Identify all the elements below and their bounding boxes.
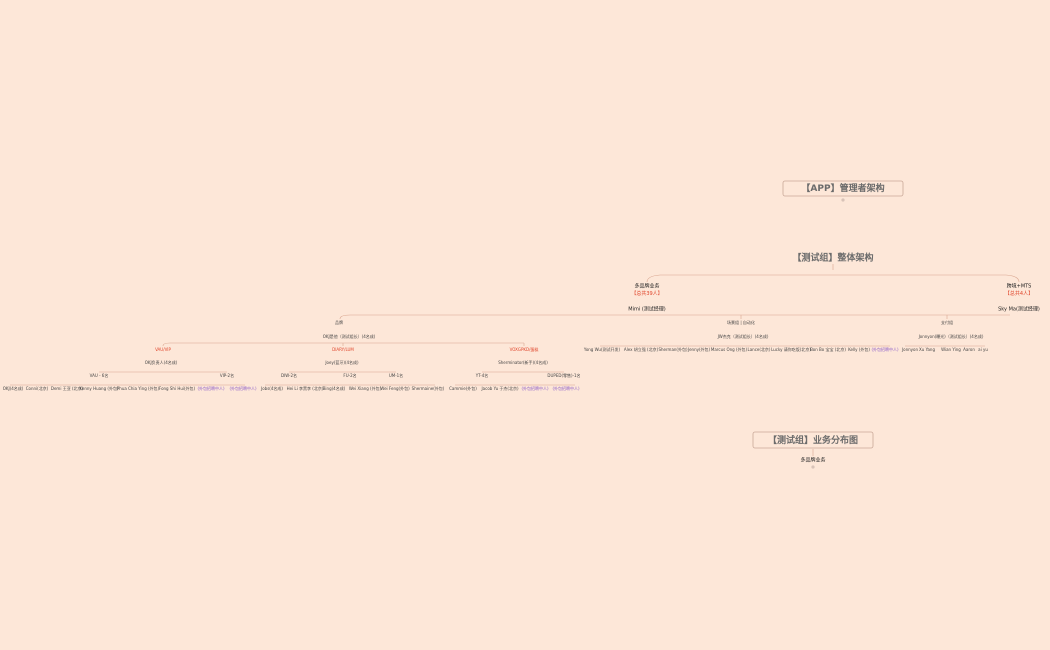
card-box: [782, 180, 904, 197]
node-label: (外包招聘中人): [871, 346, 899, 352]
node-label: Shermaine(外包): [412, 385, 445, 391]
node-label: Kenny Huang (外包): [79, 385, 118, 391]
node-label: OKJ(4名成): [3, 385, 24, 391]
node-label: Hei Li 李黑李 (北京): [287, 385, 324, 391]
node-label: Conni(北京): [26, 385, 49, 391]
node-label: (外包招聘中人): [197, 385, 225, 391]
node-label: Jacob Yu 于杰(北京): [481, 385, 519, 391]
node-label: 【总共4人】: [1005, 290, 1033, 297]
node-label: DIW-2名: [281, 372, 297, 378]
node-label: Sky Ma(测试经理): [998, 306, 1040, 313]
node-label: DUPED(零售)-1名: [547, 372, 580, 378]
card-box: [752, 431, 874, 449]
node-label: Jenny(外包): [687, 346, 711, 352]
node-label: Bon Bo 宝宝 (北京): [810, 346, 846, 352]
node-label: DIARY/LUM: [332, 347, 354, 352]
node-label: (外包招聘中人): [229, 385, 257, 391]
node-label: VAU/VIP: [155, 347, 171, 352]
node-label: Lucky 请你吃饭(北京): [771, 346, 811, 352]
node-label: Kelly (外包): [848, 346, 870, 352]
node-label: Mimi (测试经理): [628, 306, 666, 313]
node-label: Demi 王亚 (北京): [51, 385, 84, 391]
node-label: Jonnyon: [901, 347, 919, 352]
node-label: Aaron: [963, 347, 975, 352]
node-label: 【测试组】业务分布图: [768, 434, 858, 446]
node-label: ai yu: [978, 347, 988, 352]
node-label: UM-1名: [389, 372, 403, 378]
node-label: Wei Xiang (外包): [349, 385, 382, 391]
connectors: [10, 264, 1020, 456]
node-label: 场景组 | 自动化: [727, 319, 755, 325]
node-label: VIP-2名: [220, 372, 234, 378]
node-label: (外包招聘中人): [552, 385, 580, 391]
node-label: 跨境+MTS: [1007, 283, 1032, 290]
node-label: Joey(蓝牙)(4名成): [324, 359, 359, 365]
node-label: VAU - 6名: [90, 372, 109, 378]
node-label: Phua Chia Ying (外包): [117, 385, 160, 391]
node-label: Lance(北京): [748, 346, 771, 352]
node-label: Alex 胡立强 (北京): [624, 346, 659, 352]
collapse-dot: [811, 465, 815, 469]
node-label: 【测试组】整体架构: [792, 252, 873, 264]
node-label: 【总共39人】: [631, 290, 662, 297]
node-label: Xu Yang: [919, 347, 935, 352]
node-label: Sherman(外包): [658, 346, 688, 352]
node-label: 多品牌业务: [634, 283, 659, 290]
node-label: Yong Wu(测试开发): [583, 346, 621, 352]
node-label: Marcus Ong (外包): [711, 346, 748, 352]
node-label: JW杰克（测试组长）(4名成): [717, 333, 769, 339]
node-label: Wei Feng(外包): [380, 385, 410, 391]
node-label: VOXGPKD/蛋糕: [510, 346, 539, 352]
node-label: FU-2名: [343, 372, 356, 378]
node-label: Sherminator(新手)(4名成): [498, 359, 548, 365]
node-label: YT-4名: [475, 372, 489, 378]
node-label: 多品牌业务: [800, 457, 825, 464]
collapse-dot: [841, 198, 845, 202]
node-label: 支付组: [941, 319, 953, 325]
node-label: 【APP】管理者架构: [801, 182, 884, 194]
node-label: Fong Shi Hui(外包): [159, 385, 196, 391]
node-label: Jonnyon(曝光)（测试组长）(4名成): [918, 333, 984, 339]
node-label: Cammie(外包): [449, 385, 477, 391]
node-label: 品牌: [335, 319, 343, 325]
node-label: Bing(4名成): [323, 385, 346, 391]
node-label: OKJ负责人(4名成): [145, 359, 178, 365]
node-label: Wian Ying: [941, 347, 961, 352]
node-label: (外包招聘中人): [521, 385, 549, 391]
node-label: Jobs(4名成): [260, 385, 283, 391]
node-label: OKJ是他（测试组长）(4名成): [323, 333, 376, 339]
